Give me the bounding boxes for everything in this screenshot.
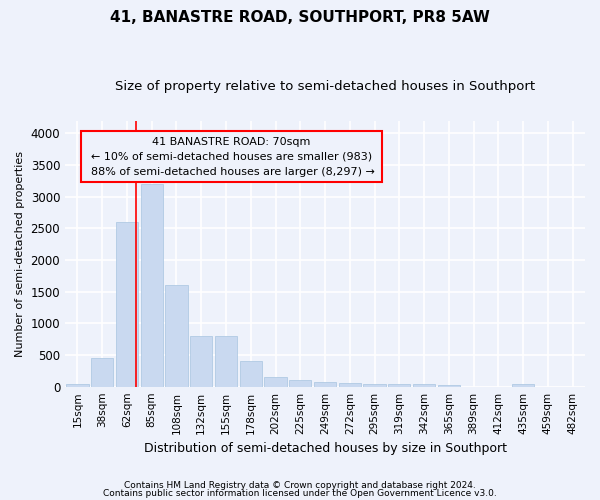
X-axis label: Distribution of semi-detached houses by size in Southport: Distribution of semi-detached houses by …: [143, 442, 506, 455]
Bar: [190, 336, 212, 386]
Bar: [239, 362, 262, 386]
Text: 41 BANASTRE ROAD: 70sqm: 41 BANASTRE ROAD: 70sqm: [152, 136, 311, 146]
Bar: [265, 377, 287, 386]
Bar: [140, 184, 163, 386]
Bar: [364, 384, 386, 386]
Bar: [166, 286, 188, 386]
Bar: [512, 384, 534, 386]
Bar: [437, 385, 460, 386]
Bar: [413, 384, 435, 386]
Text: Contains public sector information licensed under the Open Government Licence v3: Contains public sector information licen…: [103, 488, 497, 498]
Bar: [116, 222, 138, 386]
Text: 41, BANASTRE ROAD, SOUTHPORT, PR8 5AW: 41, BANASTRE ROAD, SOUTHPORT, PR8 5AW: [110, 10, 490, 25]
Bar: [388, 384, 410, 386]
Bar: [66, 384, 89, 386]
Y-axis label: Number of semi-detached properties: Number of semi-detached properties: [15, 150, 25, 356]
Title: Size of property relative to semi-detached houses in Southport: Size of property relative to semi-detach…: [115, 80, 535, 93]
Bar: [338, 383, 361, 386]
Bar: [215, 336, 237, 386]
Text: Contains HM Land Registry data © Crown copyright and database right 2024.: Contains HM Land Registry data © Crown c…: [124, 481, 476, 490]
Text: 88% of semi-detached houses are larger (8,297) →: 88% of semi-detached houses are larger (…: [91, 167, 375, 177]
Text: ← 10% of semi-detached houses are smaller (983): ← 10% of semi-detached houses are smalle…: [91, 151, 372, 161]
Bar: [91, 358, 113, 386]
Bar: [289, 380, 311, 386]
Bar: [314, 382, 336, 386]
FancyBboxPatch shape: [80, 131, 382, 182]
